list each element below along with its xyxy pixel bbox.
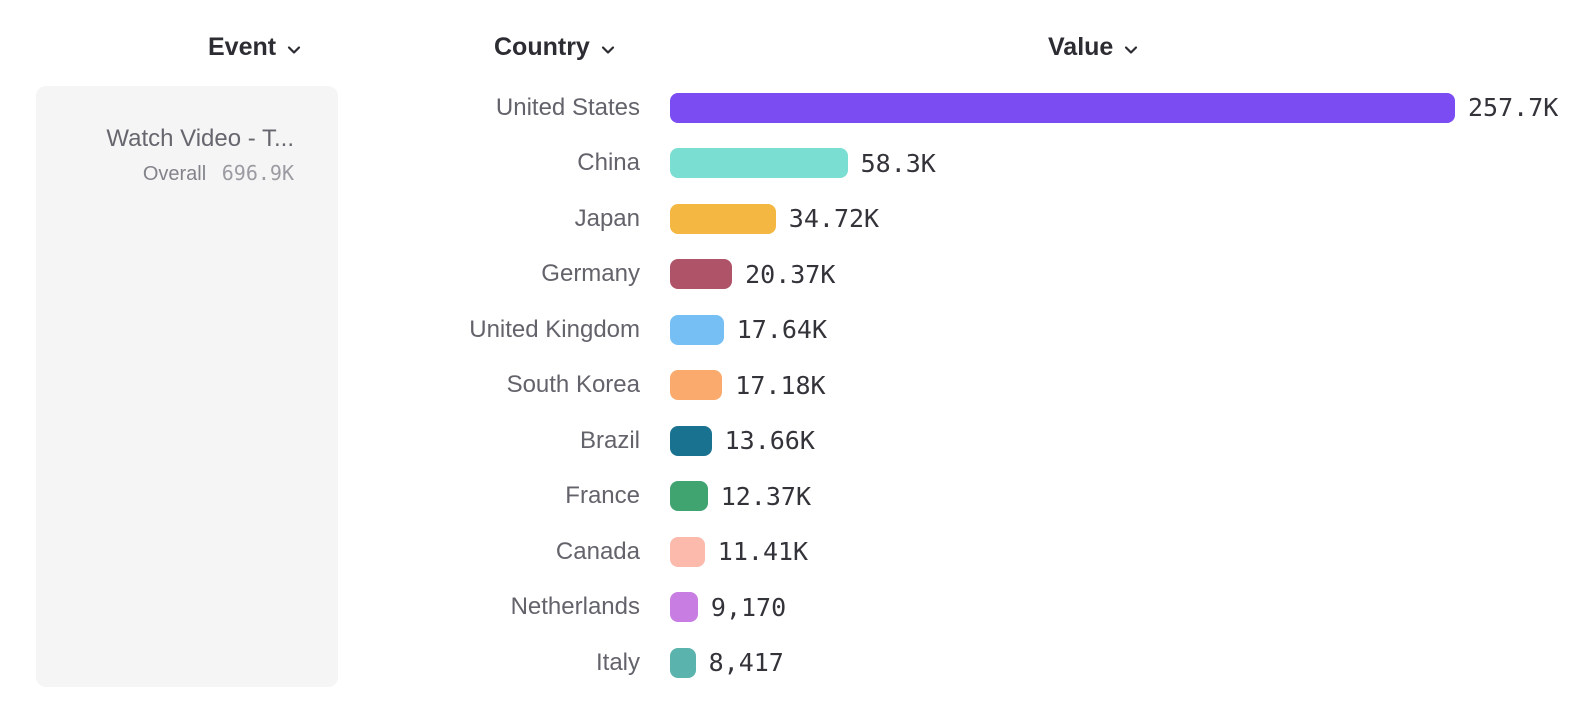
value-bar[interactable] [670,259,733,290]
chevron-down-icon [1125,45,1138,54]
value-label: 257.7K [1468,93,1559,123]
value-bar[interactable] [670,370,723,401]
chart-row: United Kingdom 17.64K [0,302,1584,358]
value-bar[interactable] [670,425,712,456]
value-label: 8,417 [708,648,784,678]
chart-row: Italy 8,417 [0,635,1584,691]
chart-row: United States 257.7K [0,80,1584,136]
country-label: United Kingdom [469,315,640,343]
value-bar[interactable] [670,314,724,345]
value-column-label: Value [1048,33,1114,61]
country-label: United States [495,93,640,121]
country-label: France [565,482,640,510]
value-label: 9,170 [710,592,787,622]
event-column-header[interactable]: Event [208,33,303,62]
value-label: 13.66K [724,426,815,456]
event-card[interactable]: Watch Video - T... Overall 696.9K [36,86,338,687]
chart-row: Netherlands 9,170 [0,580,1584,636]
chart-row: France 12.37K [0,469,1584,525]
event-metric-label: Overall [142,163,207,185]
value-label: 34.72K [788,204,880,234]
chart-row: Japan 34.72K [0,191,1584,247]
event-metric: Overall 696.9K [52,161,294,186]
chart-row: China 58.3K [0,136,1584,192]
value-column-header[interactable]: Value [1048,33,1140,62]
country-label: Germany [541,260,640,288]
country-label: South Korea [506,371,640,399]
chart-row: Germany 20.37K [0,247,1584,303]
value-label: 17.18K [735,370,826,400]
value-label: 12.37K [720,481,811,511]
chart-row: Canada 11.41K [0,524,1584,580]
chart-row: South Korea 17.18K [0,358,1584,414]
country-column-label: Country [494,33,590,61]
country-label: Canada [555,537,640,565]
value-label: 20.37K [745,259,836,289]
chart-row: Brazil 13.66K [0,413,1584,469]
country-column-header[interactable]: Country [494,33,617,62]
chevron-down-icon [287,45,301,54]
value-bar[interactable] [670,647,696,678]
country-bar-chart: United States 257.7K China 58.3K Japan 34.72K… [0,80,1584,691]
country-label: Japan [574,204,640,232]
value-label: 17.64K [736,315,827,345]
country-label: Brazil [579,426,640,454]
country-label: China [577,149,640,177]
event-name: Watch Video - T... [106,125,294,152]
value-bar[interactable] [670,536,705,567]
value-bar[interactable] [670,148,848,179]
event-column-label: Event [208,33,277,61]
value-label: 11.41K [717,537,809,567]
value-bar[interactable] [670,92,1455,123]
value-bar[interactable] [670,203,776,234]
event-metric-value: 696.9K [221,161,294,185]
value-bar[interactable] [670,592,698,623]
country-label: Italy [595,648,640,676]
chevron-down-icon [601,45,614,54]
value-bar[interactable] [670,481,708,512]
value-label: 58.3K [860,148,936,178]
country-label: Netherlands [510,593,640,621]
